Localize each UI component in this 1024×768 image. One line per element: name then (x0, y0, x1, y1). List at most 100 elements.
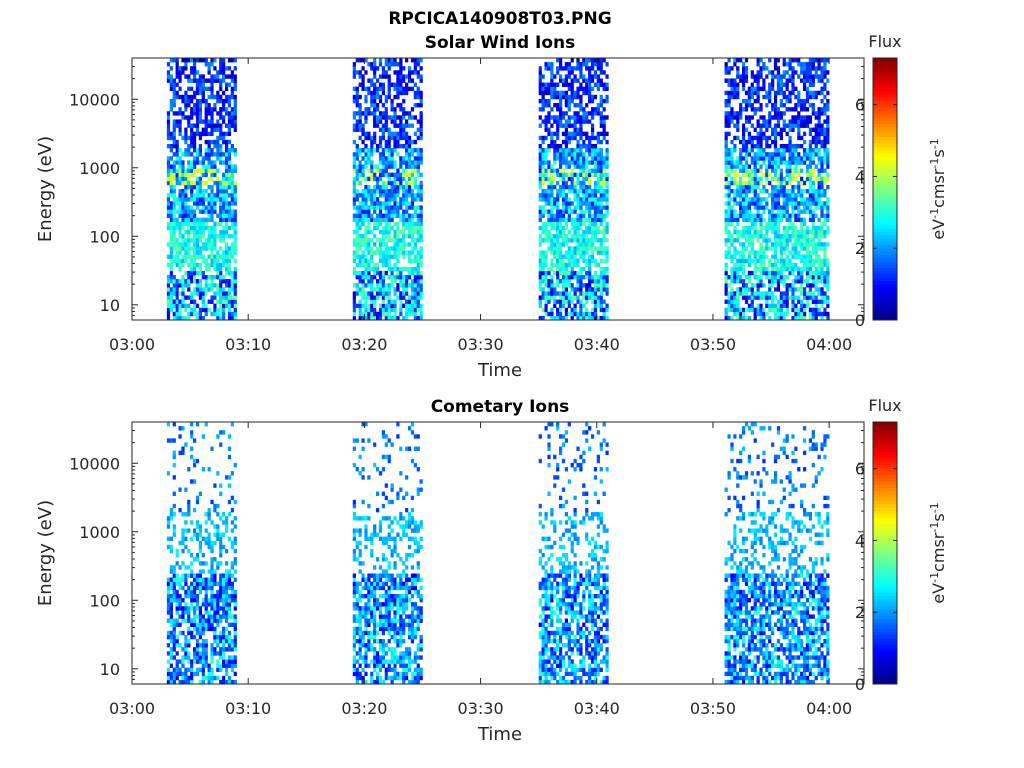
spectrogram-cell (413, 90, 417, 96)
spectrogram-cell (187, 246, 191, 251)
spectrogram-cell (204, 283, 208, 288)
spectrogram-cell (791, 250, 795, 255)
spectrogram-cell (544, 62, 548, 67)
spectrogram-cell (588, 94, 592, 100)
spectrogram-cell (416, 103, 420, 108)
spectrogram-cell (355, 189, 359, 194)
spectrogram-cell (378, 168, 383, 173)
spectrogram-cell (596, 164, 600, 169)
spectrogram-cell (724, 98, 728, 104)
spectrogram-cell (776, 148, 781, 153)
spectrogram-cell (820, 225, 824, 231)
spectrogram-cell (567, 213, 571, 218)
spectrogram-cell (544, 254, 548, 259)
spectrogram-cell (373, 270, 377, 276)
spectrogram-cell (187, 148, 191, 153)
spectrogram-cell (181, 315, 185, 321)
spectrogram-cell (413, 213, 417, 218)
spectrogram-cell (195, 82, 200, 87)
spectrogram-cell (559, 254, 563, 259)
spectrogram-cell (390, 246, 394, 251)
spectrogram-cell (826, 139, 830, 145)
spectrogram-cell (826, 164, 830, 169)
spectrogram-cell (588, 90, 592, 96)
spectrogram-cell (166, 225, 171, 231)
spectrogram-cell (759, 274, 763, 280)
spectrogram-cell (181, 299, 185, 304)
spectrogram-cell (805, 164, 810, 169)
spectrogram-cell (190, 258, 194, 263)
spectrogram-cell (378, 291, 383, 296)
spectrogram-cell (579, 164, 583, 169)
spectrogram-cell (724, 291, 728, 296)
spectrogram-cell (405, 274, 409, 280)
spectrogram-cell (785, 160, 789, 165)
spectrogram-cell (759, 148, 763, 153)
spectrogram-cell (730, 242, 734, 247)
spectrogram-cell (768, 86, 772, 92)
spectrogram-cell (605, 176, 609, 182)
spectrogram-cell (805, 119, 810, 124)
spectrogram-cell (222, 160, 226, 165)
spectrogram-cell (727, 66, 731, 71)
spectrogram-cell (169, 238, 173, 243)
spectrogram-cell (364, 299, 368, 304)
spectrogram-cell (590, 221, 595, 227)
spectrogram-cell (765, 94, 769, 100)
spectrogram-cell (800, 78, 804, 83)
spectrogram-cell (178, 189, 182, 194)
spectrogram-cell (808, 119, 813, 124)
spectrogram-cell (776, 66, 781, 71)
spectrogram-cell (820, 131, 824, 137)
spectrogram-cell (744, 189, 749, 194)
spectrogram-cell (178, 94, 182, 100)
spectrogram-cell (797, 90, 801, 96)
spectrogram-cell (605, 279, 609, 284)
spectrogram-cell (396, 184, 400, 190)
spectrogram-cell (190, 291, 194, 296)
spectrogram-cell (730, 270, 734, 276)
spectrogram-cell (233, 82, 237, 87)
spectrogram-cell (381, 254, 386, 259)
spectrogram-cell (169, 291, 173, 296)
spectrogram-cell (805, 123, 810, 128)
spectrogram-cell (826, 225, 830, 231)
spectrogram-cell (753, 254, 757, 259)
spectrogram-cell (744, 315, 749, 321)
spectrogram-cell (779, 193, 783, 198)
spectrogram-cell (742, 74, 746, 79)
spectrogram-cell (724, 217, 728, 223)
spectrogram-cell (596, 176, 600, 182)
spectrogram-cell (367, 184, 371, 190)
spectrogram-cell (794, 164, 798, 169)
spectrogram-cell (588, 295, 592, 300)
spectrogram-cell (759, 242, 763, 247)
spectrogram-cell (169, 258, 173, 263)
spectrogram-cell (413, 283, 417, 288)
spectrogram-cell (410, 311, 415, 317)
spectrogram-cell (570, 98, 574, 104)
spectrogram-cell (393, 234, 397, 239)
spectrogram-cell (788, 66, 792, 71)
spectrogram-cell (814, 70, 818, 75)
spectrogram-cell (797, 184, 801, 190)
spectrogram-cell (381, 131, 386, 137)
spectrogram-cell (222, 180, 226, 186)
spectrogram-cell (195, 250, 200, 255)
spectrogram-cell (742, 201, 746, 206)
spectrogram-cell (742, 283, 746, 288)
spectrogram-cell (233, 234, 237, 239)
spectrogram-cell (381, 295, 386, 300)
spectrogram-cell (588, 205, 592, 210)
spectrogram-cell (184, 176, 188, 182)
spectrogram-cell (222, 234, 226, 239)
spectrogram-cell (538, 164, 542, 169)
spectrogram-cell (405, 139, 409, 145)
spectrogram-cell (216, 311, 220, 317)
spectrogram-cell (419, 315, 423, 321)
spectrogram-cell (358, 58, 362, 63)
spectrogram-cell (811, 270, 815, 276)
spectrogram-cell (166, 62, 171, 67)
spectrogram-cell (788, 168, 792, 173)
spectrogram-cell (750, 258, 754, 263)
